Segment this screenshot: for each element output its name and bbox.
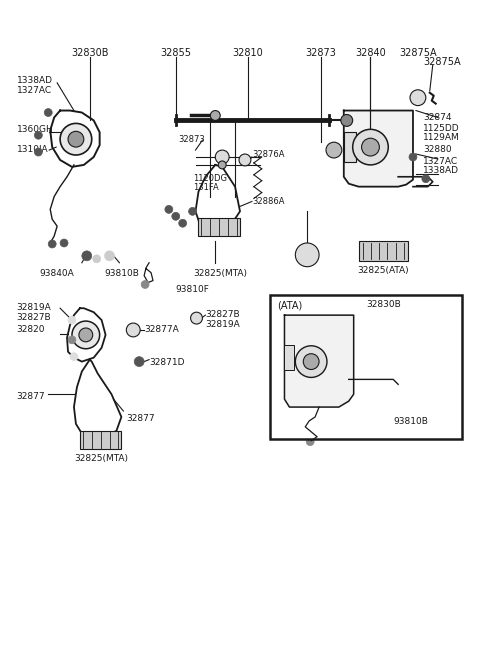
Circle shape	[82, 251, 92, 261]
Bar	[80, 431, 121, 449]
Circle shape	[410, 90, 426, 105]
Text: 93810B: 93810B	[393, 417, 428, 426]
Circle shape	[141, 280, 149, 288]
Text: 32873: 32873	[306, 48, 336, 58]
Text: 32877: 32877	[17, 392, 45, 402]
Circle shape	[295, 243, 319, 267]
Text: 1338AD: 1338AD	[423, 166, 459, 175]
Text: 32810: 32810	[232, 48, 264, 58]
Circle shape	[189, 208, 196, 215]
Text: 1120DG: 1120DG	[193, 174, 228, 183]
Text: 32820: 32820	[17, 326, 45, 335]
Circle shape	[191, 312, 203, 324]
Text: 93810F: 93810F	[176, 286, 210, 295]
Circle shape	[68, 336, 76, 344]
Circle shape	[303, 354, 319, 369]
Circle shape	[60, 239, 68, 247]
Text: 32877A: 32877A	[144, 325, 179, 334]
Circle shape	[60, 123, 92, 155]
Circle shape	[422, 175, 430, 183]
Circle shape	[172, 212, 180, 220]
Text: 32825(MTA): 32825(MTA)	[74, 453, 129, 462]
Circle shape	[353, 129, 388, 165]
Circle shape	[126, 323, 140, 337]
Text: 32819A: 32819A	[17, 303, 51, 312]
Text: 32876A: 32876A	[252, 150, 284, 159]
Bar	[285, 345, 294, 369]
Circle shape	[326, 142, 342, 158]
Circle shape	[35, 131, 42, 140]
Circle shape	[306, 438, 314, 445]
Bar	[359, 241, 408, 261]
Circle shape	[210, 111, 220, 121]
Circle shape	[105, 251, 114, 261]
Text: 32855: 32855	[160, 48, 191, 58]
Text: 32830B: 32830B	[71, 48, 108, 58]
Circle shape	[392, 391, 398, 397]
Text: 93810B: 93810B	[104, 269, 139, 278]
Text: 32825(ATA): 32825(ATA)	[358, 266, 409, 274]
Text: 32827B: 32827B	[205, 310, 240, 319]
Text: (ATA): (ATA)	[277, 301, 303, 310]
Circle shape	[388, 377, 394, 383]
Text: 32875A: 32875A	[399, 48, 437, 58]
Text: 1125DD: 1125DD	[423, 124, 459, 134]
Circle shape	[179, 219, 187, 227]
Text: 1338AD: 1338AD	[17, 76, 53, 85]
Circle shape	[70, 352, 78, 361]
Text: 1310JA: 1310JA	[17, 145, 48, 154]
Text: 1129AM: 1129AM	[423, 133, 460, 142]
Circle shape	[361, 138, 379, 156]
Text: 32840: 32840	[355, 48, 386, 58]
Text: 32830B: 32830B	[367, 301, 401, 309]
Circle shape	[68, 316, 76, 324]
Bar	[344, 132, 356, 162]
Circle shape	[341, 115, 353, 126]
Circle shape	[134, 357, 144, 367]
Text: 32875A: 32875A	[423, 57, 460, 67]
Text: 93840A: 93840A	[40, 269, 74, 278]
Text: 131FA: 131FA	[193, 183, 219, 192]
Text: 32874: 32874	[423, 113, 451, 122]
Text: 32873: 32873	[179, 135, 205, 144]
Text: 32880: 32880	[423, 145, 452, 154]
Text: 32877: 32877	[126, 414, 155, 423]
Circle shape	[165, 206, 173, 214]
Text: 32871D: 32871D	[149, 358, 185, 367]
Bar	[270, 295, 462, 439]
Circle shape	[93, 255, 101, 263]
Circle shape	[239, 154, 251, 166]
Circle shape	[44, 109, 52, 117]
Circle shape	[68, 131, 84, 147]
Polygon shape	[344, 111, 413, 187]
Circle shape	[295, 346, 327, 377]
Circle shape	[35, 148, 42, 156]
Circle shape	[216, 150, 229, 164]
Polygon shape	[285, 315, 354, 407]
Circle shape	[72, 321, 100, 348]
Text: 32825(MTA): 32825(MTA)	[193, 269, 247, 278]
Circle shape	[79, 328, 93, 342]
Text: 32886A: 32886A	[252, 196, 284, 206]
Text: 1327AC: 1327AC	[17, 86, 52, 95]
Circle shape	[48, 240, 56, 248]
Text: 1327AC: 1327AC	[423, 157, 458, 166]
Text: 32819A: 32819A	[205, 320, 240, 329]
Text: 1360GH: 1360GH	[17, 125, 53, 134]
Bar	[199, 218, 240, 236]
Circle shape	[409, 153, 417, 161]
Text: 32827B: 32827B	[17, 313, 51, 322]
Circle shape	[218, 161, 226, 169]
